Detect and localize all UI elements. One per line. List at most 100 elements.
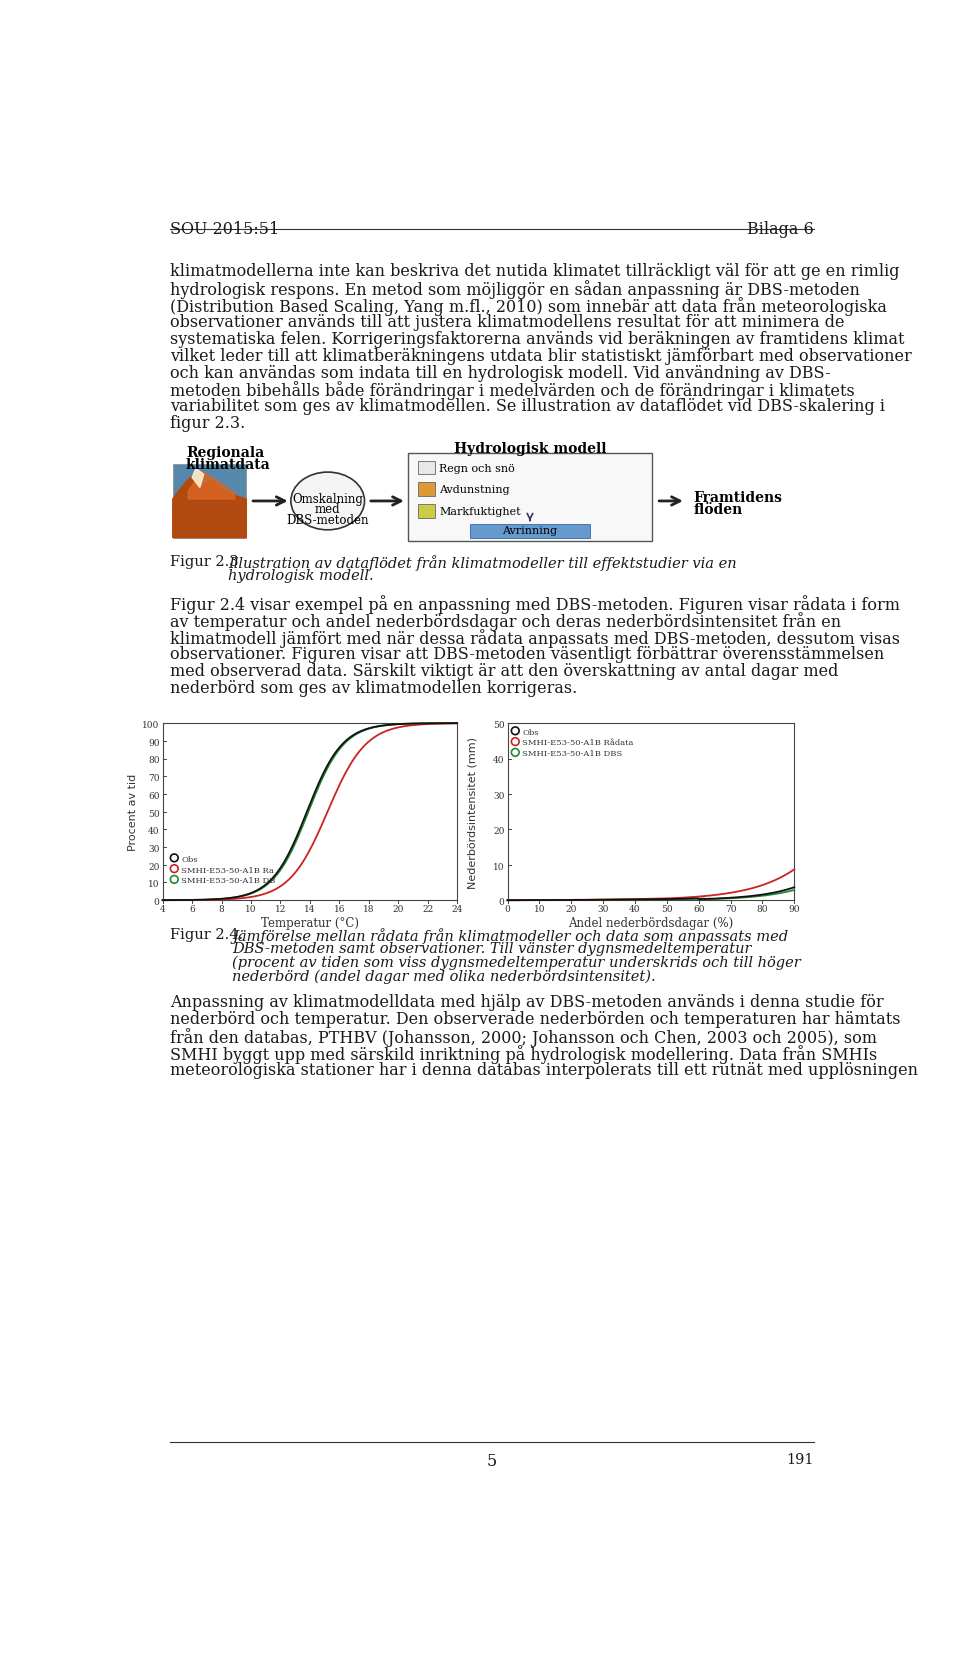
Text: 20: 20 <box>493 827 504 835</box>
Text: 0: 0 <box>154 898 159 906</box>
Text: Regn och snö: Regn och snö <box>440 464 516 474</box>
Text: 60: 60 <box>693 905 705 913</box>
Text: från den databas, PTHBV (Johansson, 2000; Johansson och Chen, 2003 och 2005), so: från den databas, PTHBV (Johansson, 2000… <box>170 1027 877 1047</box>
Text: SMHI byggt upp med särskild inriktning på hydrologisk modellering. Data från SMH: SMHI byggt upp med särskild inriktning p… <box>170 1044 877 1064</box>
FancyBboxPatch shape <box>408 454 653 542</box>
Text: 0: 0 <box>498 898 504 906</box>
Text: 10: 10 <box>534 905 545 913</box>
Text: och kan användas som indata till en hydrologisk modell. Vid användning av DBS-: och kan användas som indata till en hydr… <box>170 365 831 381</box>
Text: 6: 6 <box>189 905 195 913</box>
Text: 70: 70 <box>148 774 159 782</box>
Text: 60: 60 <box>148 792 159 800</box>
Text: SMHI-E53-50-A1B DB: SMHI-E53-50-A1B DB <box>181 877 276 885</box>
Text: Procent av tid: Procent av tid <box>129 774 138 850</box>
Text: hydrologisk modell.: hydrologisk modell. <box>228 568 374 583</box>
Text: 10: 10 <box>492 862 504 872</box>
Text: 5: 5 <box>487 1452 497 1468</box>
Text: 0: 0 <box>505 905 511 913</box>
Polygon shape <box>173 477 247 539</box>
Text: 50: 50 <box>492 721 504 729</box>
Text: figur 2.3.: figur 2.3. <box>170 416 246 432</box>
Text: Nederbördsintensitet (mm): Nederbördsintensitet (mm) <box>468 736 478 888</box>
Text: 70: 70 <box>725 905 736 913</box>
Text: 20: 20 <box>393 905 404 913</box>
Text: Hydrologisk modell: Hydrologisk modell <box>454 442 607 456</box>
Text: 40: 40 <box>629 905 640 913</box>
Text: 90: 90 <box>788 905 800 913</box>
Text: hydrologisk respons. En metod som möjliggör en sådan anpassning är DBS-metoden: hydrologisk respons. En metod som möjlig… <box>170 280 860 298</box>
Text: (Distribution Based Scaling, Yang m.fl., 2010) som innebär att data från meteoro: (Distribution Based Scaling, Yang m.fl.,… <box>170 297 887 315</box>
Text: Obs: Obs <box>181 855 198 863</box>
Text: nederbörd och temperatur. Den observerade nederbörden och temperaturen har hämta: nederbörd och temperatur. Den observerad… <box>170 1011 900 1027</box>
Text: Illustration av dataflödet från klimatmodeller till effektstudier via en: Illustration av dataflödet från klimatmo… <box>228 555 737 572</box>
Text: meteorologiska stationer har i denna databas interpolerats till ett rutnät med u: meteorologiska stationer har i denna dat… <box>170 1062 919 1079</box>
FancyBboxPatch shape <box>173 466 247 539</box>
Text: Markfuktighet: Markfuktighet <box>440 507 521 517</box>
Text: SMHI-E53-50-A1B DBS: SMHI-E53-50-A1B DBS <box>522 751 622 757</box>
Text: 30: 30 <box>597 905 609 913</box>
Text: DBS-metoden: DBS-metoden <box>286 514 369 527</box>
Text: SMHI-E53-50-A1B Rådata: SMHI-E53-50-A1B Rådata <box>522 739 634 747</box>
Text: Jämförelse mellan rådata från klimatmodeller och data som anpassats med: Jämförelse mellan rådata från klimatmode… <box>232 928 788 943</box>
Text: 16: 16 <box>333 905 345 913</box>
Text: Temperatur (°C): Temperatur (°C) <box>261 916 359 930</box>
Text: 14: 14 <box>304 905 316 913</box>
Text: Figur 2.4 visar exempel på en anpassning med DBS-metoden. Figuren visar rådata i: Figur 2.4 visar exempel på en anpassning… <box>170 595 900 615</box>
Text: av temperatur och andel nederbördsdagar och deras nederbördsintensitet från en: av temperatur och andel nederbördsdagar … <box>170 611 842 631</box>
Text: 191: 191 <box>786 1452 814 1466</box>
Polygon shape <box>188 472 234 500</box>
Text: 20: 20 <box>565 905 577 913</box>
Text: SOU 2015:51: SOU 2015:51 <box>170 220 279 237</box>
Text: (procent av tiden som viss dygnsmedeltemperatur underskrids och till höger: (procent av tiden som viss dygnsmedeltem… <box>232 956 802 969</box>
Text: observationer. Figuren visar att DBS-metoden väsentligt förbättrar överensstämme: observationer. Figuren visar att DBS-met… <box>170 646 884 663</box>
Text: 30: 30 <box>148 845 159 853</box>
Text: Regionala: Regionala <box>186 446 264 461</box>
Text: Figur 2.4.: Figur 2.4. <box>170 928 244 941</box>
Text: klimatdata: klimatdata <box>186 459 271 472</box>
Ellipse shape <box>291 472 365 530</box>
Text: 10: 10 <box>148 880 159 888</box>
Text: 8: 8 <box>219 905 225 913</box>
Text: Framtidens: Framtidens <box>693 490 782 505</box>
Text: Omskalning: Omskalning <box>292 492 363 505</box>
Text: 12: 12 <box>275 905 286 913</box>
Text: 40: 40 <box>148 827 159 835</box>
FancyBboxPatch shape <box>418 482 435 497</box>
Text: Figur 2.3: Figur 2.3 <box>170 555 239 568</box>
Text: 50: 50 <box>148 809 159 819</box>
Text: nederbörd (andel dagar med olika nederbördsintensitet).: nederbörd (andel dagar med olika nederbö… <box>232 969 656 984</box>
Text: metoden bibehålls både förändringar i medelvärden och de förändringar i klimatet: metoden bibehålls både förändringar i me… <box>170 381 855 399</box>
Text: Anpassning av klimatmodelldata med hjälp av DBS-metoden används i denna studie f: Anpassning av klimatmodelldata med hjälp… <box>170 994 884 1011</box>
Text: Obs: Obs <box>522 729 539 736</box>
Text: klimatmodellerna inte kan beskriva det nutida klimatet tillräckligt väl för att : klimatmodellerna inte kan beskriva det n… <box>170 263 900 280</box>
Text: 80: 80 <box>756 905 768 913</box>
Text: med: med <box>315 504 341 517</box>
Text: Andel nederbördsdagar (%): Andel nederbördsdagar (%) <box>568 916 733 930</box>
Text: 80: 80 <box>148 756 159 766</box>
Text: nederbörd som ges av klimatmodellen korrigeras.: nederbörd som ges av klimatmodellen korr… <box>170 679 578 698</box>
Text: 90: 90 <box>148 739 159 747</box>
Text: 4: 4 <box>159 905 165 913</box>
FancyBboxPatch shape <box>418 504 435 519</box>
Text: Avdunstning: Avdunstning <box>440 486 510 495</box>
Polygon shape <box>192 469 204 489</box>
Text: DBS-metoden samt observationer. Till vänster dygnsmedeltemperatur: DBS-metoden samt observationer. Till vän… <box>232 941 752 956</box>
Text: variabilitet som ges av klimatmodellen. Se illustration av dataflödet vid DBS-sk: variabilitet som ges av klimatmodellen. … <box>170 398 885 416</box>
Text: flöden: flöden <box>693 504 743 517</box>
Text: SMHI-E53-50-A1B Ra: SMHI-E53-50-A1B Ra <box>181 867 275 873</box>
Text: 40: 40 <box>492 756 504 766</box>
Text: 30: 30 <box>493 792 504 800</box>
Text: 22: 22 <box>422 905 433 913</box>
Text: Bilaga 6: Bilaga 6 <box>747 220 814 237</box>
Text: 18: 18 <box>363 905 374 913</box>
Text: Avrinning: Avrinning <box>502 525 558 535</box>
Text: med observerad data. Särskilt viktigt är att den överskattning av antal dagar me: med observerad data. Särskilt viktigt är… <box>170 663 839 679</box>
Text: vilket leder till att klimatberäkningens utdata blir statistiskt jämförbart med : vilket leder till att klimatberäkningens… <box>170 348 912 365</box>
FancyBboxPatch shape <box>470 524 590 539</box>
FancyBboxPatch shape <box>418 461 435 476</box>
Text: klimatmodell jämfört med när dessa rådata anpassats med DBS-metoden, dessutom vi: klimatmodell jämfört med när dessa rådat… <box>170 630 900 648</box>
Text: observationer används till att justera klimatmodellens resultat för att minimera: observationer används till att justera k… <box>170 313 845 330</box>
Text: 20: 20 <box>148 862 159 872</box>
Text: 24: 24 <box>451 905 463 913</box>
Text: 10: 10 <box>245 905 256 913</box>
